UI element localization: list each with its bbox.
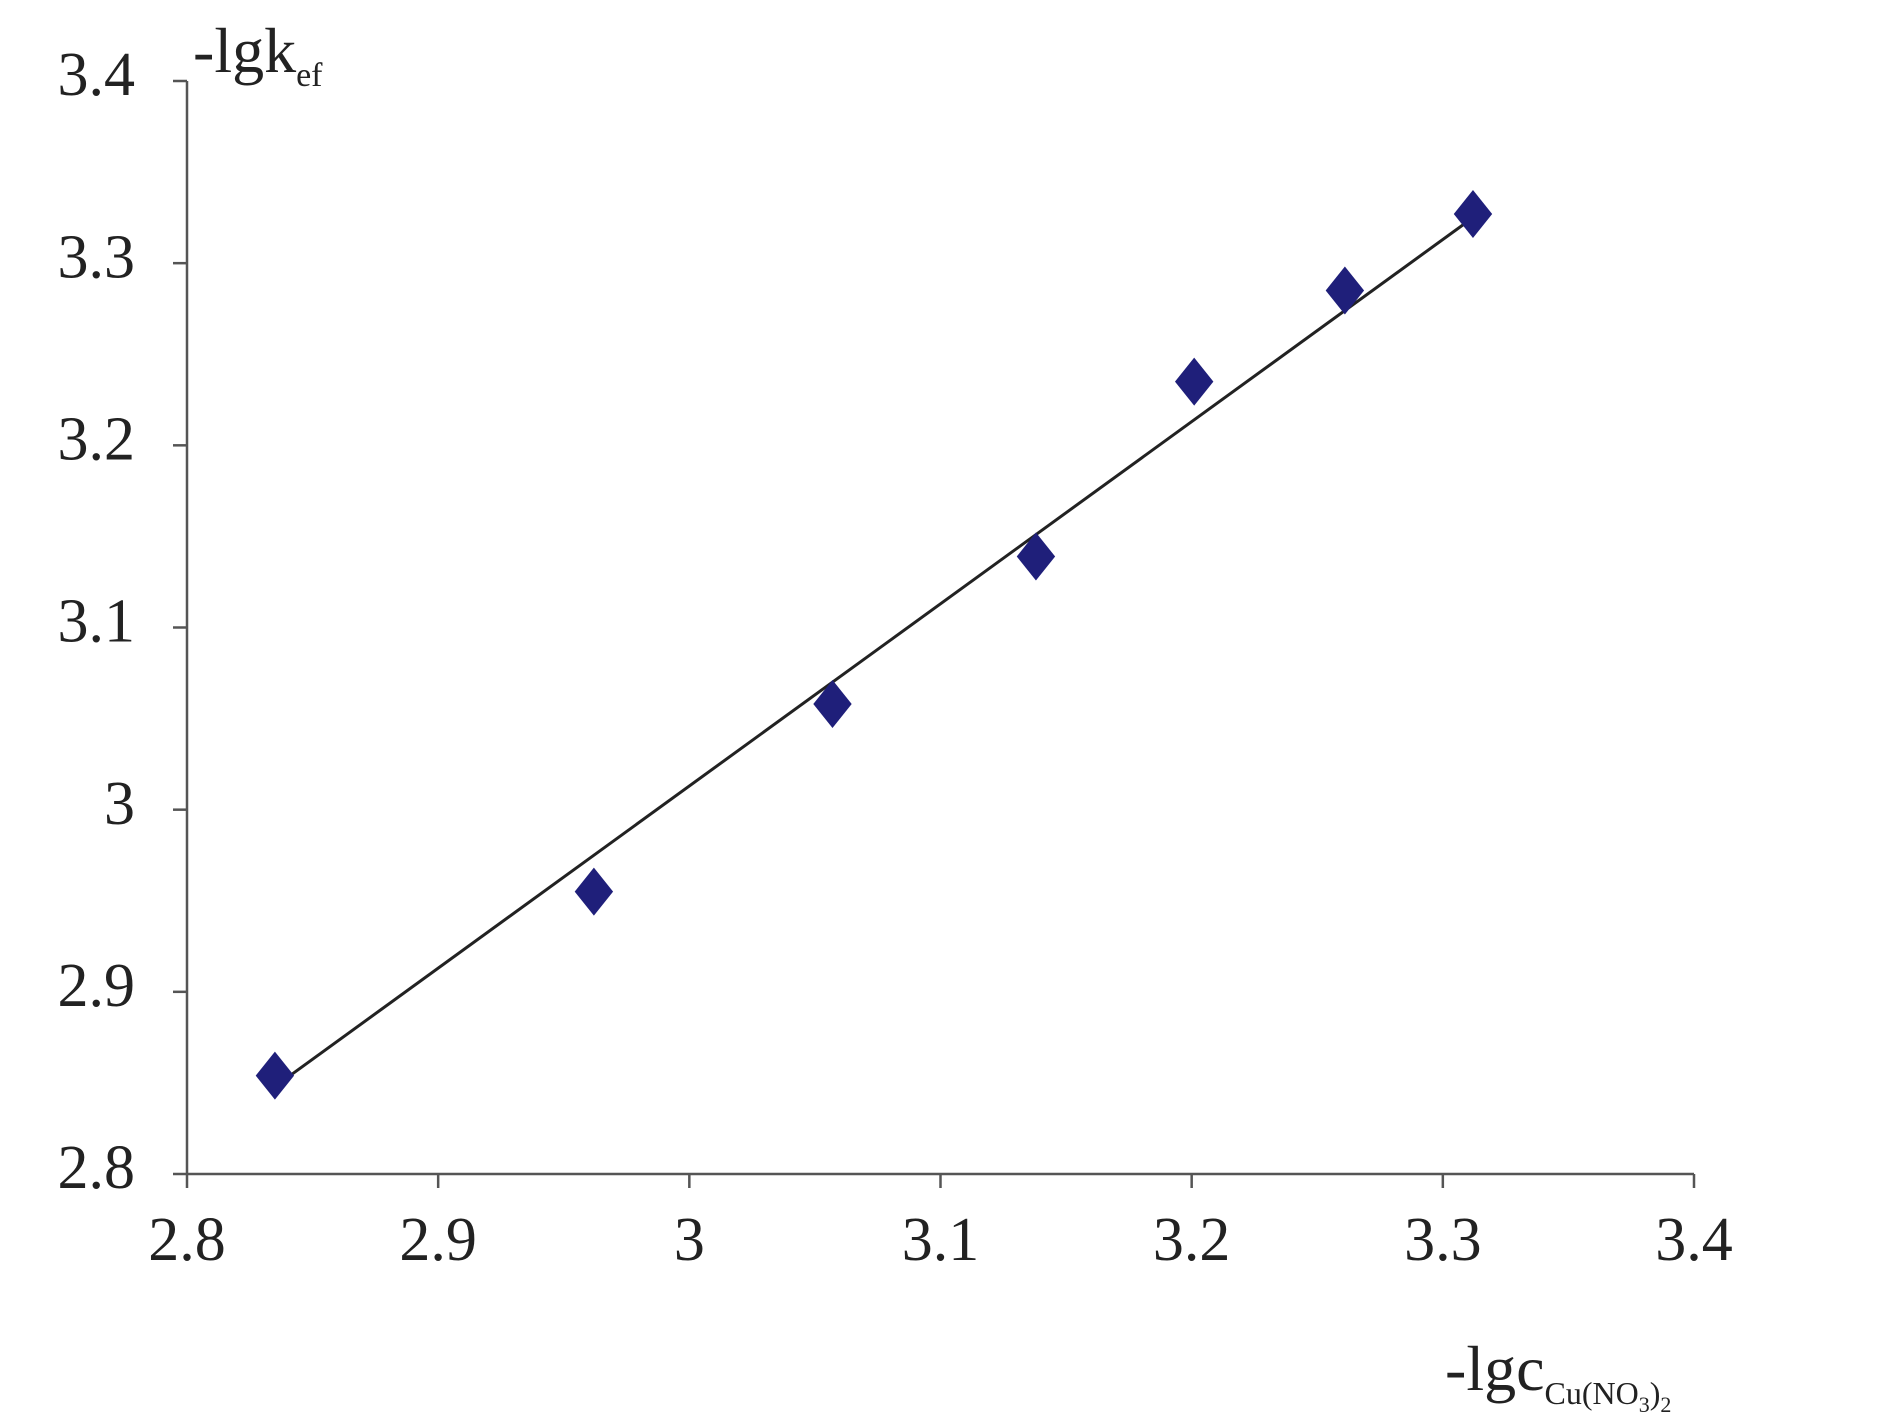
data-point	[255, 1051, 295, 1100]
data-point	[1453, 189, 1493, 238]
data-point	[1325, 266, 1365, 315]
y-tick-label: 2.9	[58, 952, 136, 1020]
y-tick-label: 3.3	[58, 223, 136, 291]
y-axis-label: -lgkef	[193, 15, 323, 94]
y-label-sub: ef	[296, 57, 323, 94]
x-label-subsub: 2	[1660, 1392, 1671, 1417]
x-axis-label: -lgcCu(NO3)2	[1445, 1333, 1671, 1417]
data-point	[813, 680, 852, 729]
data-point	[574, 867, 614, 916]
x-label-sub: )	[1650, 1375, 1661, 1411]
y-tick-label: 3.1	[58, 588, 136, 656]
x-tick-label: 2.9	[399, 1206, 477, 1274]
x-tick-label: 3.1	[902, 1206, 980, 1274]
x-tick-label: 3.4	[1655, 1206, 1733, 1274]
y-tick-label: 3.4	[58, 41, 136, 109]
x-tick-label: 2.8	[148, 1206, 226, 1274]
x-label-sub: Cu(NO	[1545, 1375, 1639, 1411]
y-label-main: -lgk	[193, 15, 296, 86]
x-tick-label: 3.2	[1153, 1206, 1231, 1274]
data-point	[1016, 532, 1056, 581]
y-tick-label: 3	[104, 770, 135, 838]
x-tick-label: 3	[674, 1206, 705, 1274]
y-tick-label: 2.8	[58, 1134, 136, 1202]
x-label-subsub: 3	[1639, 1392, 1650, 1417]
data-point	[1174, 357, 1214, 406]
x-tick-label: 3.3	[1404, 1206, 1482, 1274]
y-tick-label: 3.2	[58, 406, 136, 474]
trendline	[274, 216, 1474, 1088]
x-label-main: -lgc	[1445, 1333, 1545, 1404]
